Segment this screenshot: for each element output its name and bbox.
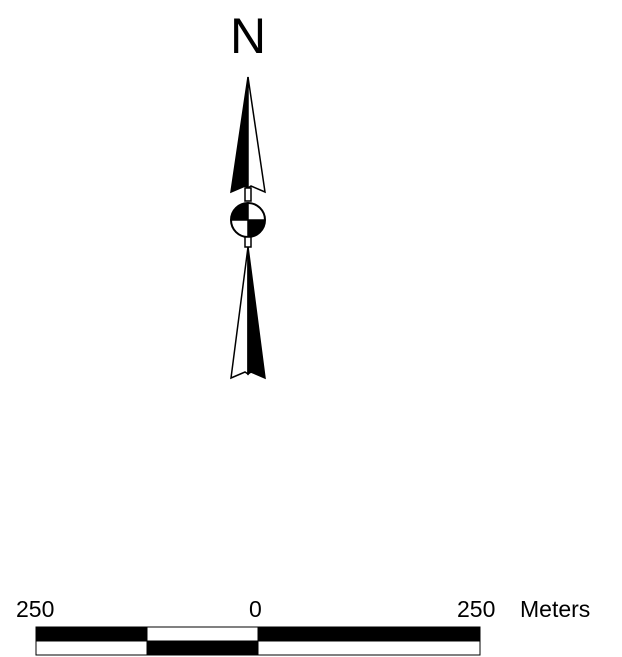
scale-label-left: 250 bbox=[16, 596, 55, 622]
scale-segment-bottom-2 bbox=[146, 640, 259, 656]
north-arrow-lower-light bbox=[230, 246, 249, 380]
north-arrow-lower-dark bbox=[247, 246, 266, 380]
north-arrow-upper-light bbox=[247, 76, 266, 194]
north-arrow-center-circle bbox=[230, 202, 266, 238]
north-arrow-upper-shaft bbox=[244, 187, 252, 202]
scale-segment-bottom-3 bbox=[257, 640, 481, 656]
scale-segment-top-1 bbox=[35, 626, 148, 642]
scale-label-units: Meters bbox=[520, 596, 591, 622]
north-label: N bbox=[229, 8, 267, 64]
scale-label-center: 0 bbox=[249, 596, 262, 622]
circle-quadrant-top-left bbox=[231, 203, 248, 220]
north-arrow-icon bbox=[230, 76, 266, 380]
scale-segment-bottom-1 bbox=[35, 640, 148, 656]
scale-bar bbox=[35, 626, 481, 656]
scale-segment-top-3 bbox=[257, 626, 481, 642]
scale-label-right: 250 bbox=[457, 596, 496, 622]
north-arrow-upper-dark bbox=[230, 76, 249, 194]
circle-quadrant-bottom-right bbox=[248, 220, 265, 237]
scale-segment-top-2 bbox=[146, 626, 259, 642]
north-arrow-lower-shaft bbox=[244, 236, 252, 248]
